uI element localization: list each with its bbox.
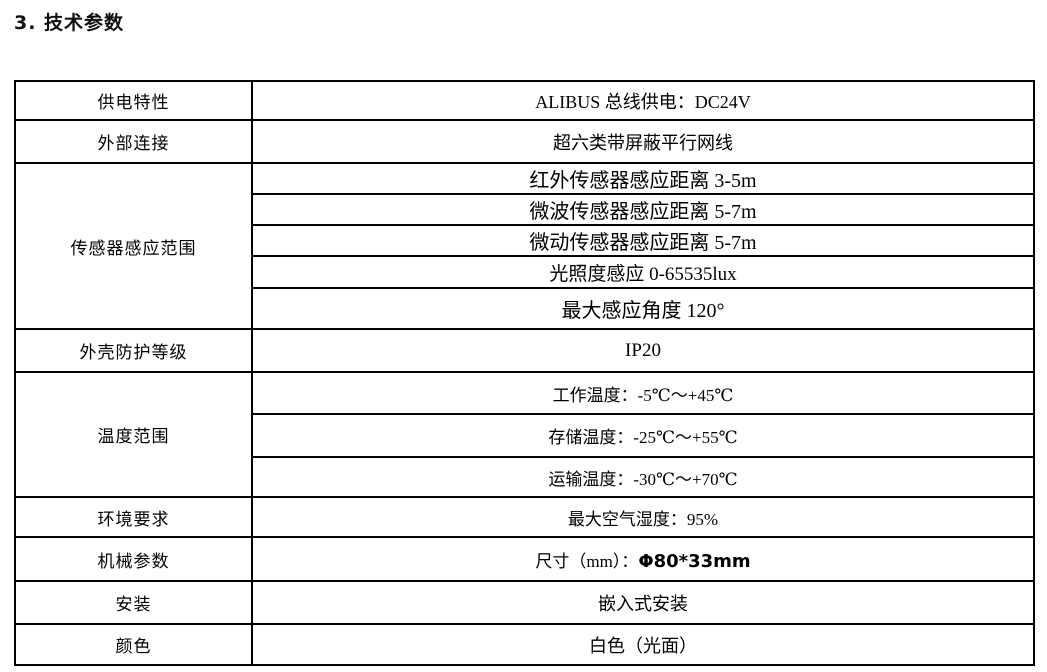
row-installation: 安装 嵌入式安装 [14,580,1035,625]
spec-table: 供电特性 ALIBUS 总线供电：DC24V 外部连接 超六类带屏蔽平行网线 传… [14,80,1035,666]
environment-label: 环境要求 [14,496,253,538]
row-sensor-range-infrared: 传感器感应范围 红外传感器感应距离 3-5m [14,162,1035,330]
installation-value: 嵌入式安装 [251,580,1035,625]
row-temp-storage: 存储温度：-25℃～+55℃ [15,413,1035,458]
row-mechanical: 机械参数 尺寸（mm）：Φ80*33mm [14,536,1035,582]
row-environment: 环境要求 最大空气湿度：95% [14,496,1035,538]
environment-value: 最大空气湿度：95% [251,496,1035,538]
row-external-connection: 外部连接 超六类带屏蔽平行网线 [14,119,1035,164]
external-connection-label: 外部连接 [14,119,253,164]
color-label: 颜色 [14,623,253,666]
sensor-micromotion-value: 微动传感器感应距离 5-7m [251,224,1035,257]
row-ip-rating: 外壳防护等级 IP20 [14,328,1035,373]
sensor-infrared-value: 红外传感器感应距离 3-5m [251,162,1035,195]
mechanical-value: 尺寸（mm）：Φ80*33mm [251,536,1035,582]
temp-transport-value: 运输温度：-30℃～+70℃ [251,456,1035,498]
ip-rating-value: IP20 [251,328,1035,373]
temp-operating-value: 工作温度：-5℃～+45℃ [251,371,1035,415]
row-sensor-range-illuminance: 光照度感应 0-65535lux [15,255,1035,289]
row-sensor-range-micromotion: 微动传感器感应距离 5-7m [15,224,1035,257]
installation-label: 安装 [14,580,253,625]
row-sensor-range-angle: 最大感应角度 120° [15,287,1035,330]
sensor-microwave-value: 微波传感器感应距离 5-7m [251,193,1035,226]
row-color: 颜色 白色（光面） [14,623,1035,666]
power-supply-value: ALIBUS 总线供电：DC24V [251,80,1035,121]
color-value: 白色（光面） [251,623,1035,666]
row-temp-transport: 运输温度：-30℃～+70℃ [15,456,1035,498]
sensor-range-label: 传感器感应范围 [14,162,253,330]
sensor-angle-value: 最大感应角度 120° [251,287,1035,330]
mechanical-label: 机械参数 [14,536,253,582]
row-sensor-range-microwave: 微波传感器感应距离 5-7m [15,193,1035,226]
row-power-supply: 供电特性 ALIBUS 总线供电：DC24V [14,80,1035,121]
page-title: 3. 技术参数 [14,12,125,34]
power-supply-label: 供电特性 [14,80,253,121]
ip-rating-label: 外壳防护等级 [14,328,253,373]
row-temp-operating: 温度范围 工作温度：-5℃～+45℃ [14,371,1035,498]
dimension-value: Φ80*33mm [638,550,751,572]
temp-storage-value: 存储温度：-25℃～+55℃ [251,413,1035,458]
temperature-range-label: 温度范围 [14,371,253,498]
dimension-prefix: 尺寸（mm）： [535,551,639,571]
external-connection-value: 超六类带屏蔽平行网线 [251,119,1035,164]
sensor-illuminance-value: 光照度感应 0-65535lux [251,255,1035,289]
